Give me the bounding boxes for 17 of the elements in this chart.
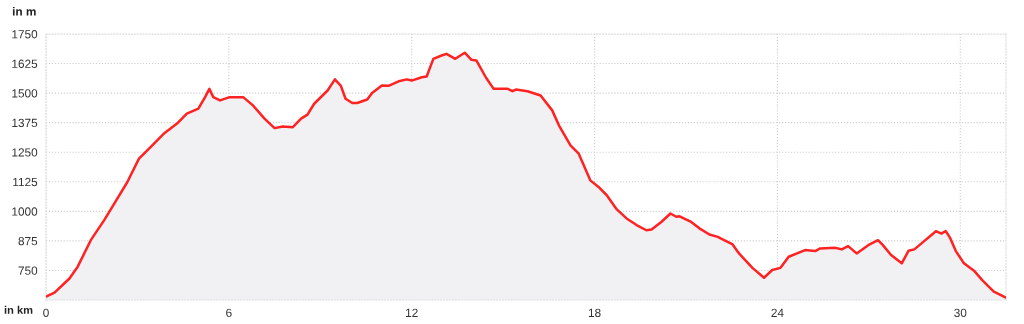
y-tick-label: 750	[18, 266, 38, 275]
x-tick-label: 18	[588, 308, 601, 317]
y-tick-label: 1625	[12, 59, 38, 68]
x-tick-label: 12	[406, 308, 418, 317]
x-tick-label: 0	[43, 308, 49, 317]
y-tick-label: 875	[18, 236, 38, 246]
x-tick-label: 30	[954, 308, 967, 317]
y-tick-label: 1250	[12, 148, 38, 157]
y-axis-title: in m	[12, 7, 36, 16]
y-tick-label: 1000	[12, 207, 38, 216]
x-axis-title: in km	[4, 305, 33, 314]
y-tick-label: 1750	[12, 30, 38, 39]
y-tick-label: 1375	[12, 118, 38, 128]
y-tick-label: 1125	[13, 177, 38, 187]
x-tick-label: 24	[771, 308, 784, 317]
y-tick-label: 1500	[12, 89, 38, 98]
x-tick-label: 6	[226, 308, 232, 317]
